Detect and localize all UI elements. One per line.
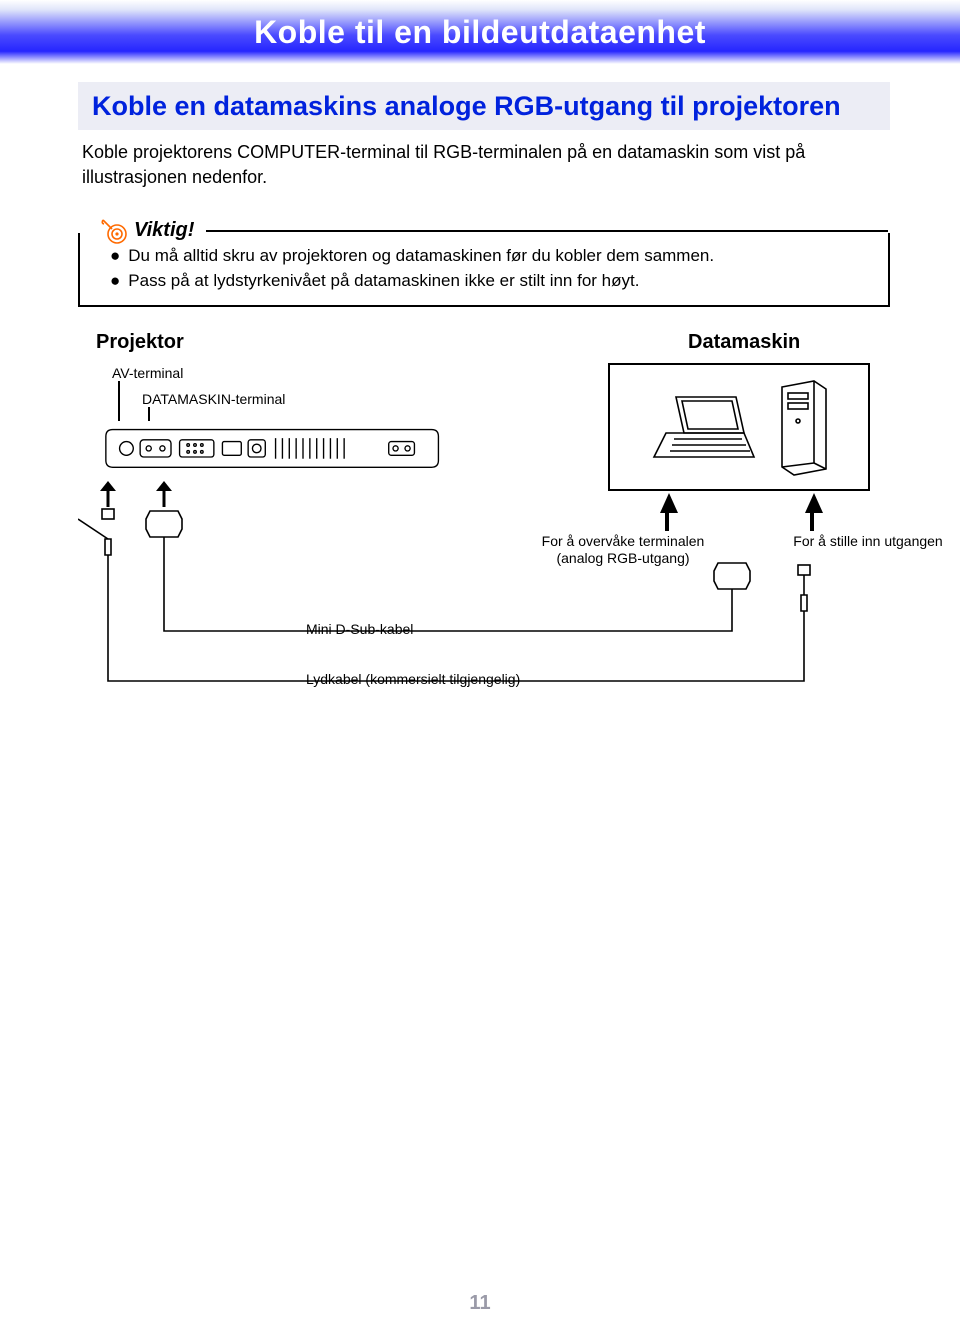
important-icon: [100, 217, 128, 245]
bullet-dot: ●: [110, 270, 120, 293]
page-content: Koble en datamaskins analoge RGB-utgang …: [0, 82, 960, 731]
important-callout: Viktig! ● Du må alltid skru av projektor…: [78, 217, 890, 307]
important-bullet: ● Du må alltid skru av projektoren og da…: [110, 245, 872, 268]
page-number: 11: [0, 1292, 960, 1315]
dsub-cable-label: Mini D-Sub-kabel: [306, 621, 413, 637]
bullet-text: Pass på at lydstyrkenivået på datamaskin…: [128, 270, 639, 293]
important-body: ● Du må alltid skru av projektoren og da…: [78, 233, 890, 307]
connection-diagram: Projektor Datamaskin AV-terminal DATAMAS…: [78, 331, 890, 731]
intro-paragraph: Koble projektorens COMPUTER-terminal til…: [82, 140, 886, 189]
section-title: Koble en datamaskins analoge RGB-utgang …: [92, 90, 876, 122]
bullet-text: Du må alltid skru av projektoren og data…: [128, 245, 714, 268]
bullet-dot: ●: [110, 245, 120, 268]
section-heading-band: Koble en datamaskins analoge RGB-utgang …: [78, 82, 890, 130]
page-header: Koble til en bildeutdataenhet: [0, 0, 960, 64]
important-label: Viktig!: [134, 219, 194, 242]
audio-cable-label: Lydkabel (kommersielt tilgjengelig): [306, 671, 520, 687]
important-rule: [206, 230, 888, 232]
page-title: Koble til en bildeutdataenhet: [254, 14, 706, 51]
important-bullet: ● Pass på at lydstyrkenivået på datamask…: [110, 270, 872, 293]
